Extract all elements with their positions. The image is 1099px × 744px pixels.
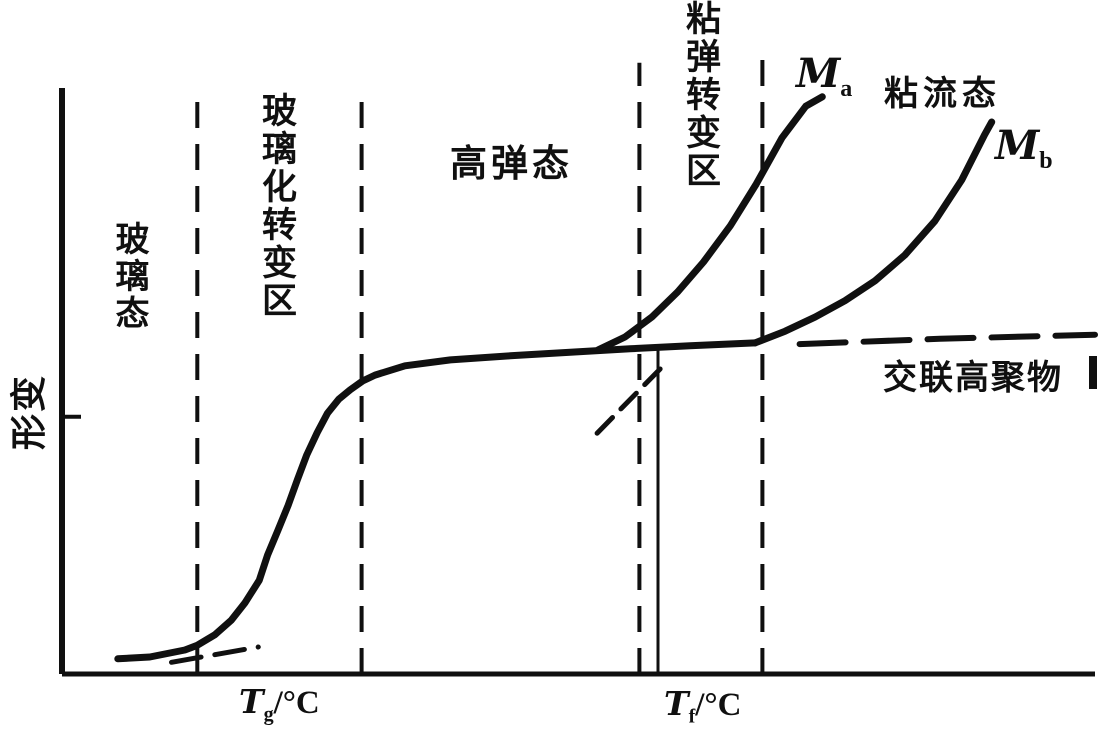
region-label-glassy-state: 玻璃态 (110, 221, 147, 332)
series-glassy-extrapolation-dashed (169, 644, 261, 665)
x-tick-Tg-subscript: g (263, 703, 274, 726)
x-tick-Tf-symbol: T (664, 684, 689, 723)
curve-label-Mb: Mb (995, 122, 1053, 175)
curve-label-Ma-sub: a (840, 76, 853, 102)
x-tick-Tf-subscript: f (688, 705, 696, 728)
series-crosslinked-polymer-dashed (796, 331, 1098, 348)
series-curve-Ma (594, 93, 826, 354)
y-axis-label: 形变 (9, 373, 50, 451)
x-tick-label-Tg: Tg/°C (239, 682, 320, 727)
curve-label-Ma-main: M (796, 50, 841, 97)
series-tf-tangent-dashed (594, 363, 666, 436)
x-tick-Tf-unit: /°C (695, 687, 742, 723)
region-label-viscous-flow-state: 粘流态 (884, 76, 1001, 113)
region-label-viscoelastic-transition: 粘弹转变区 (681, 0, 720, 190)
region-label-rubbery-state: 高弹态 (450, 144, 573, 185)
x-tick-Tg-symbol: T (239, 682, 264, 721)
curve-label-crosslinked-polymer: 交联高聚物 (883, 360, 1063, 397)
series-curve-Mb (751, 118, 996, 347)
cutoff-character-fragment (1089, 356, 1097, 389)
series-main-curve (114, 339, 759, 663)
curve-label-Mb-sub: b (1039, 148, 1053, 174)
region-label-glass-transition: 玻璃化转变区 (257, 92, 296, 320)
x-tick-label-Tf: Tf/°C (664, 684, 741, 729)
curve-label-Mb-main: M (995, 122, 1040, 169)
curve-label-Ma: Ma (796, 50, 852, 103)
x-tick-Tg-unit: /°C (273, 685, 320, 721)
